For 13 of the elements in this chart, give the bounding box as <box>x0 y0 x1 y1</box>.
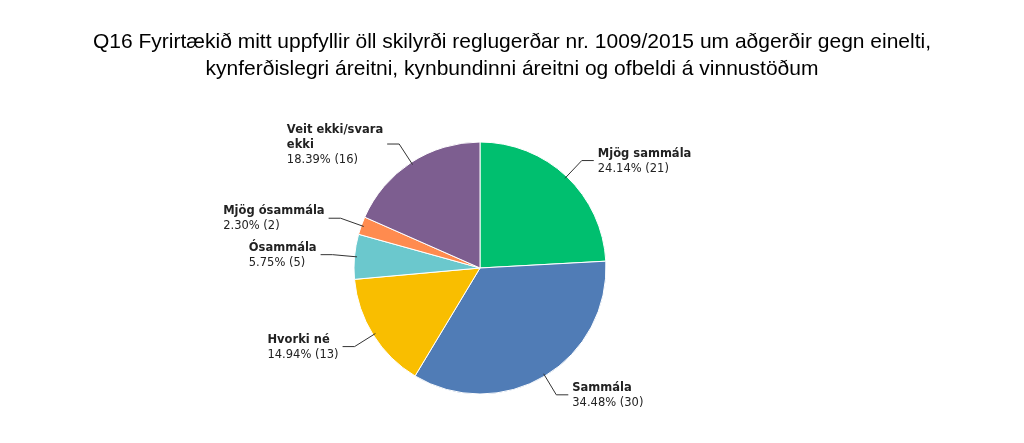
data-label: 5.75% (5) <box>248 254 306 269</box>
slice-label: Hvorki né <box>267 331 330 346</box>
slice-label: Veit ekki/svara ekki <box>286 121 384 151</box>
slice-label: Ósammála <box>248 238 317 254</box>
data-label: 34.48% (30) <box>572 394 644 409</box>
data-label: 24.14% (21) <box>597 160 669 175</box>
slice-label: Mjög ósammála <box>223 203 325 218</box>
slice-label: Mjög sammála <box>597 145 692 160</box>
data-label: 2.30% (2) <box>223 218 280 233</box>
chart-title: Q16 Fyrirtækið mitt uppfyllir öll skilyrði reglugerðar nr. 1009/2015 um aðgerðir gegn einelti, kynferðislegri áreitni, kynbundinni áreitni og ofbeldi á vinnustöðum <box>92 29 932 79</box>
data-label: 14.94% (13) <box>267 346 339 361</box>
data-label: 18.39% (16) <box>286 151 358 166</box>
slice-label: Sammála <box>572 379 632 394</box>
